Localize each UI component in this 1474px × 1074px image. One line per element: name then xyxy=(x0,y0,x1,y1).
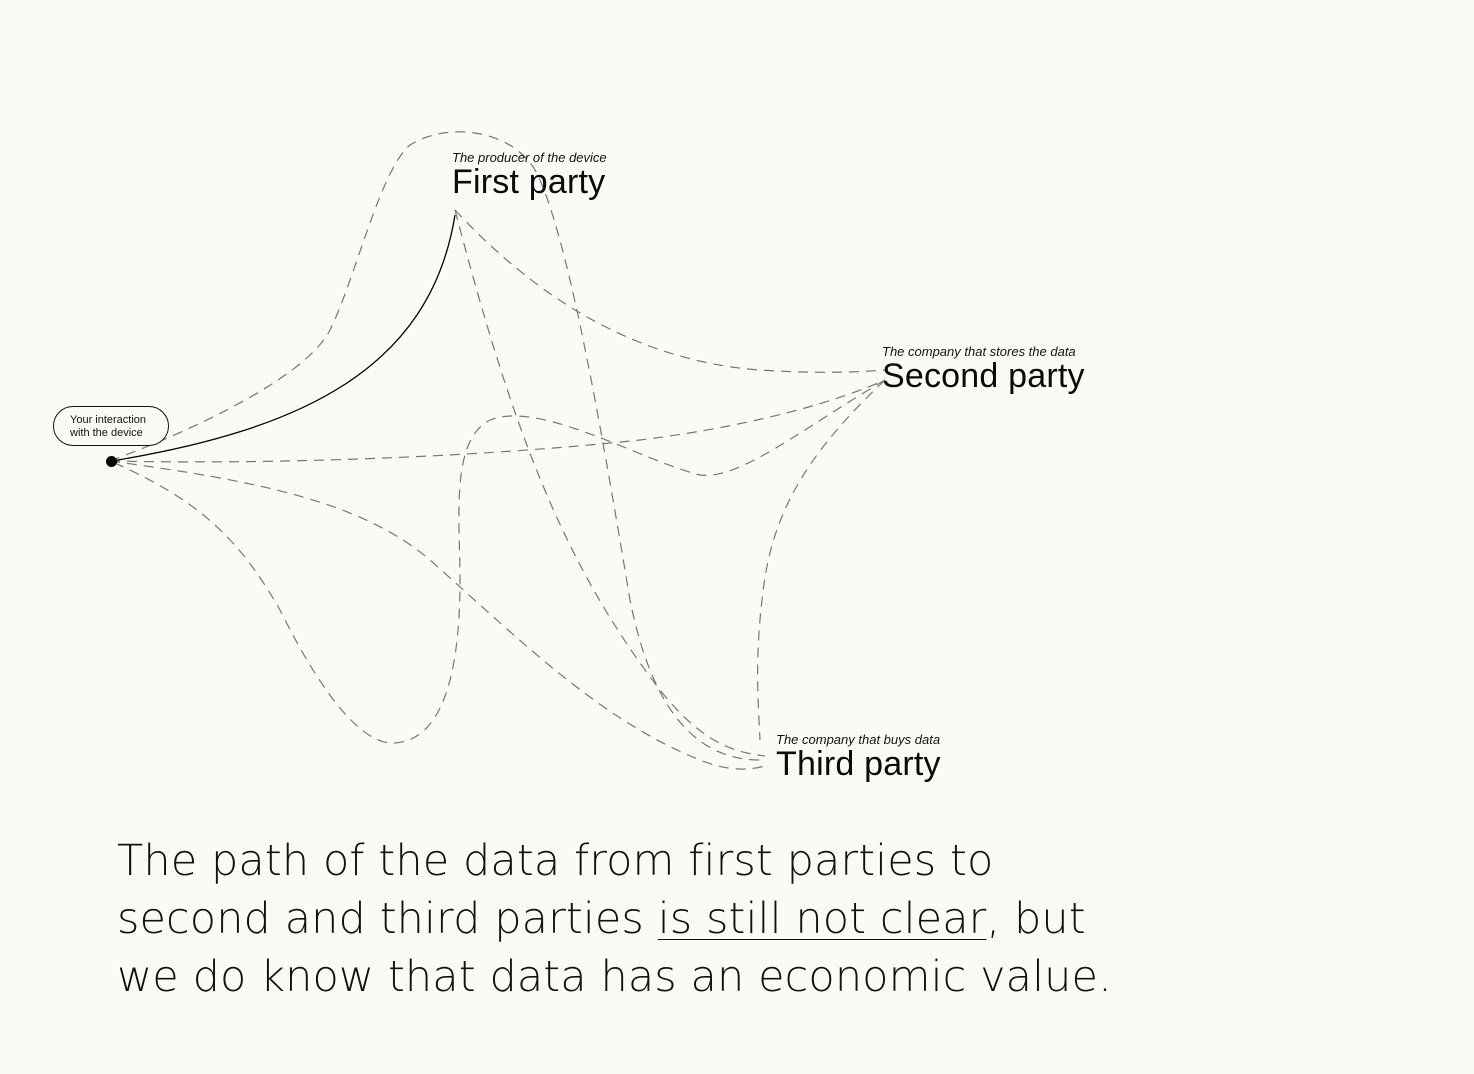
second-party-title: Second party xyxy=(882,357,1085,395)
caption-text-before: The path of the data from first parties … xyxy=(117,836,994,944)
caption-paragraph: The path of the data from first parties … xyxy=(117,832,1137,1006)
caption-highlight: is still not clear xyxy=(657,894,987,944)
dashed-path-first-to-second-party xyxy=(454,209,886,373)
first-party-subtitle: The producer of the device xyxy=(452,150,607,165)
origin-label-line1: Your interaction xyxy=(70,414,147,426)
solid-path-origin-to-first-party xyxy=(111,214,456,462)
second-party-node: The company that stores the data Second … xyxy=(882,345,1085,393)
caption-text-after: , but we do know that data has an econom… xyxy=(117,894,1112,1002)
origin-node-label: Your interaction with the device xyxy=(53,406,169,446)
third-party-node: The company that buys data Third party xyxy=(776,733,941,781)
first-party-node: The producer of the device First party xyxy=(452,151,607,199)
dashed-path-middle-loop xyxy=(109,379,886,744)
third-party-subtitle: The company that buys data xyxy=(776,732,941,747)
origin-node-dot xyxy=(106,456,117,467)
dashed-path-second-to-third-party xyxy=(757,379,886,741)
origin-label-line2: with the device xyxy=(70,427,143,439)
second-party-subtitle: The company that stores the data xyxy=(882,344,1076,359)
third-party-title: Third party xyxy=(776,745,941,783)
dashed-path-first-to-third-party xyxy=(454,209,766,757)
dashed-path-origin-to-second-party xyxy=(109,379,886,463)
dashed-path-origin-to-third-party xyxy=(109,460,766,770)
dashed-path-origin-to-first-party-loop xyxy=(109,131,761,761)
first-party-title: First party xyxy=(452,163,606,201)
